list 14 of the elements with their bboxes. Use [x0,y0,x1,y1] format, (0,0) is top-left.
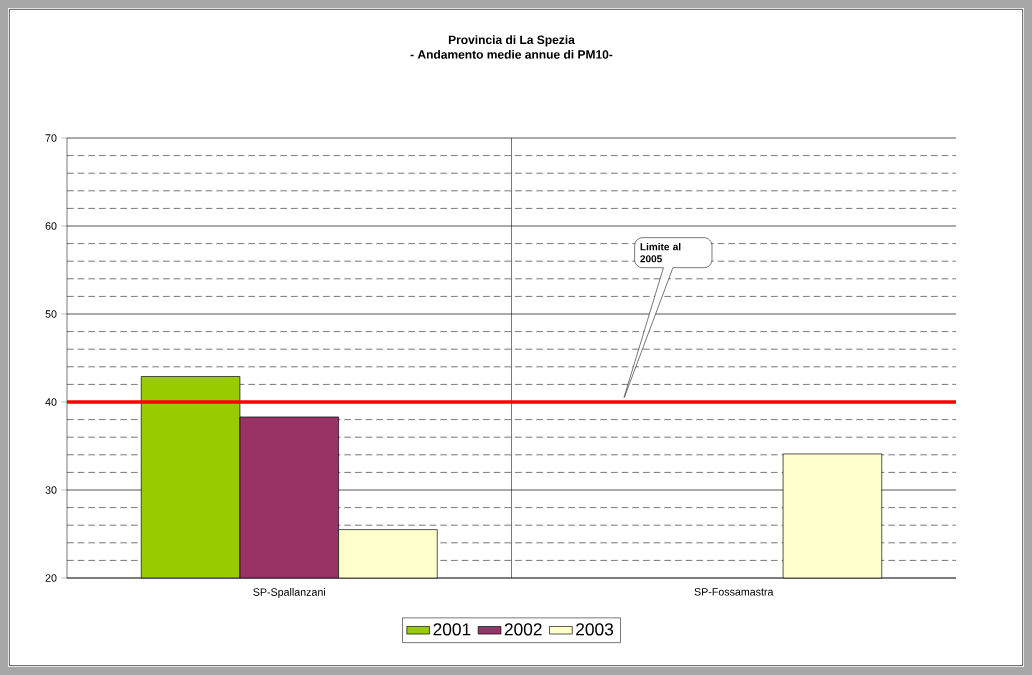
chart-title: Provincia di La Spezia [448,35,575,47]
legend-label: 2002 [504,623,542,636]
y-tick-label: 70 [45,134,57,142]
legend-label: 2001 [433,623,471,636]
chart-subtitle: - Andamento medie annue di PM10- [410,49,613,59]
legend-label: 2003 [576,623,614,636]
y-tick-label: 20 [45,574,57,582]
y-tick-label: 50 [45,310,57,318]
y-tick-label: 30 [45,486,57,494]
x-tick-label: SP-Spallanzani [253,588,325,598]
x-tick-label: SP-Fossamastra [694,588,774,596]
annotation: Limite al 2005 [640,243,681,263]
y-tick-label: 40 [45,398,57,406]
y-tick-label: 60 [45,222,57,230]
